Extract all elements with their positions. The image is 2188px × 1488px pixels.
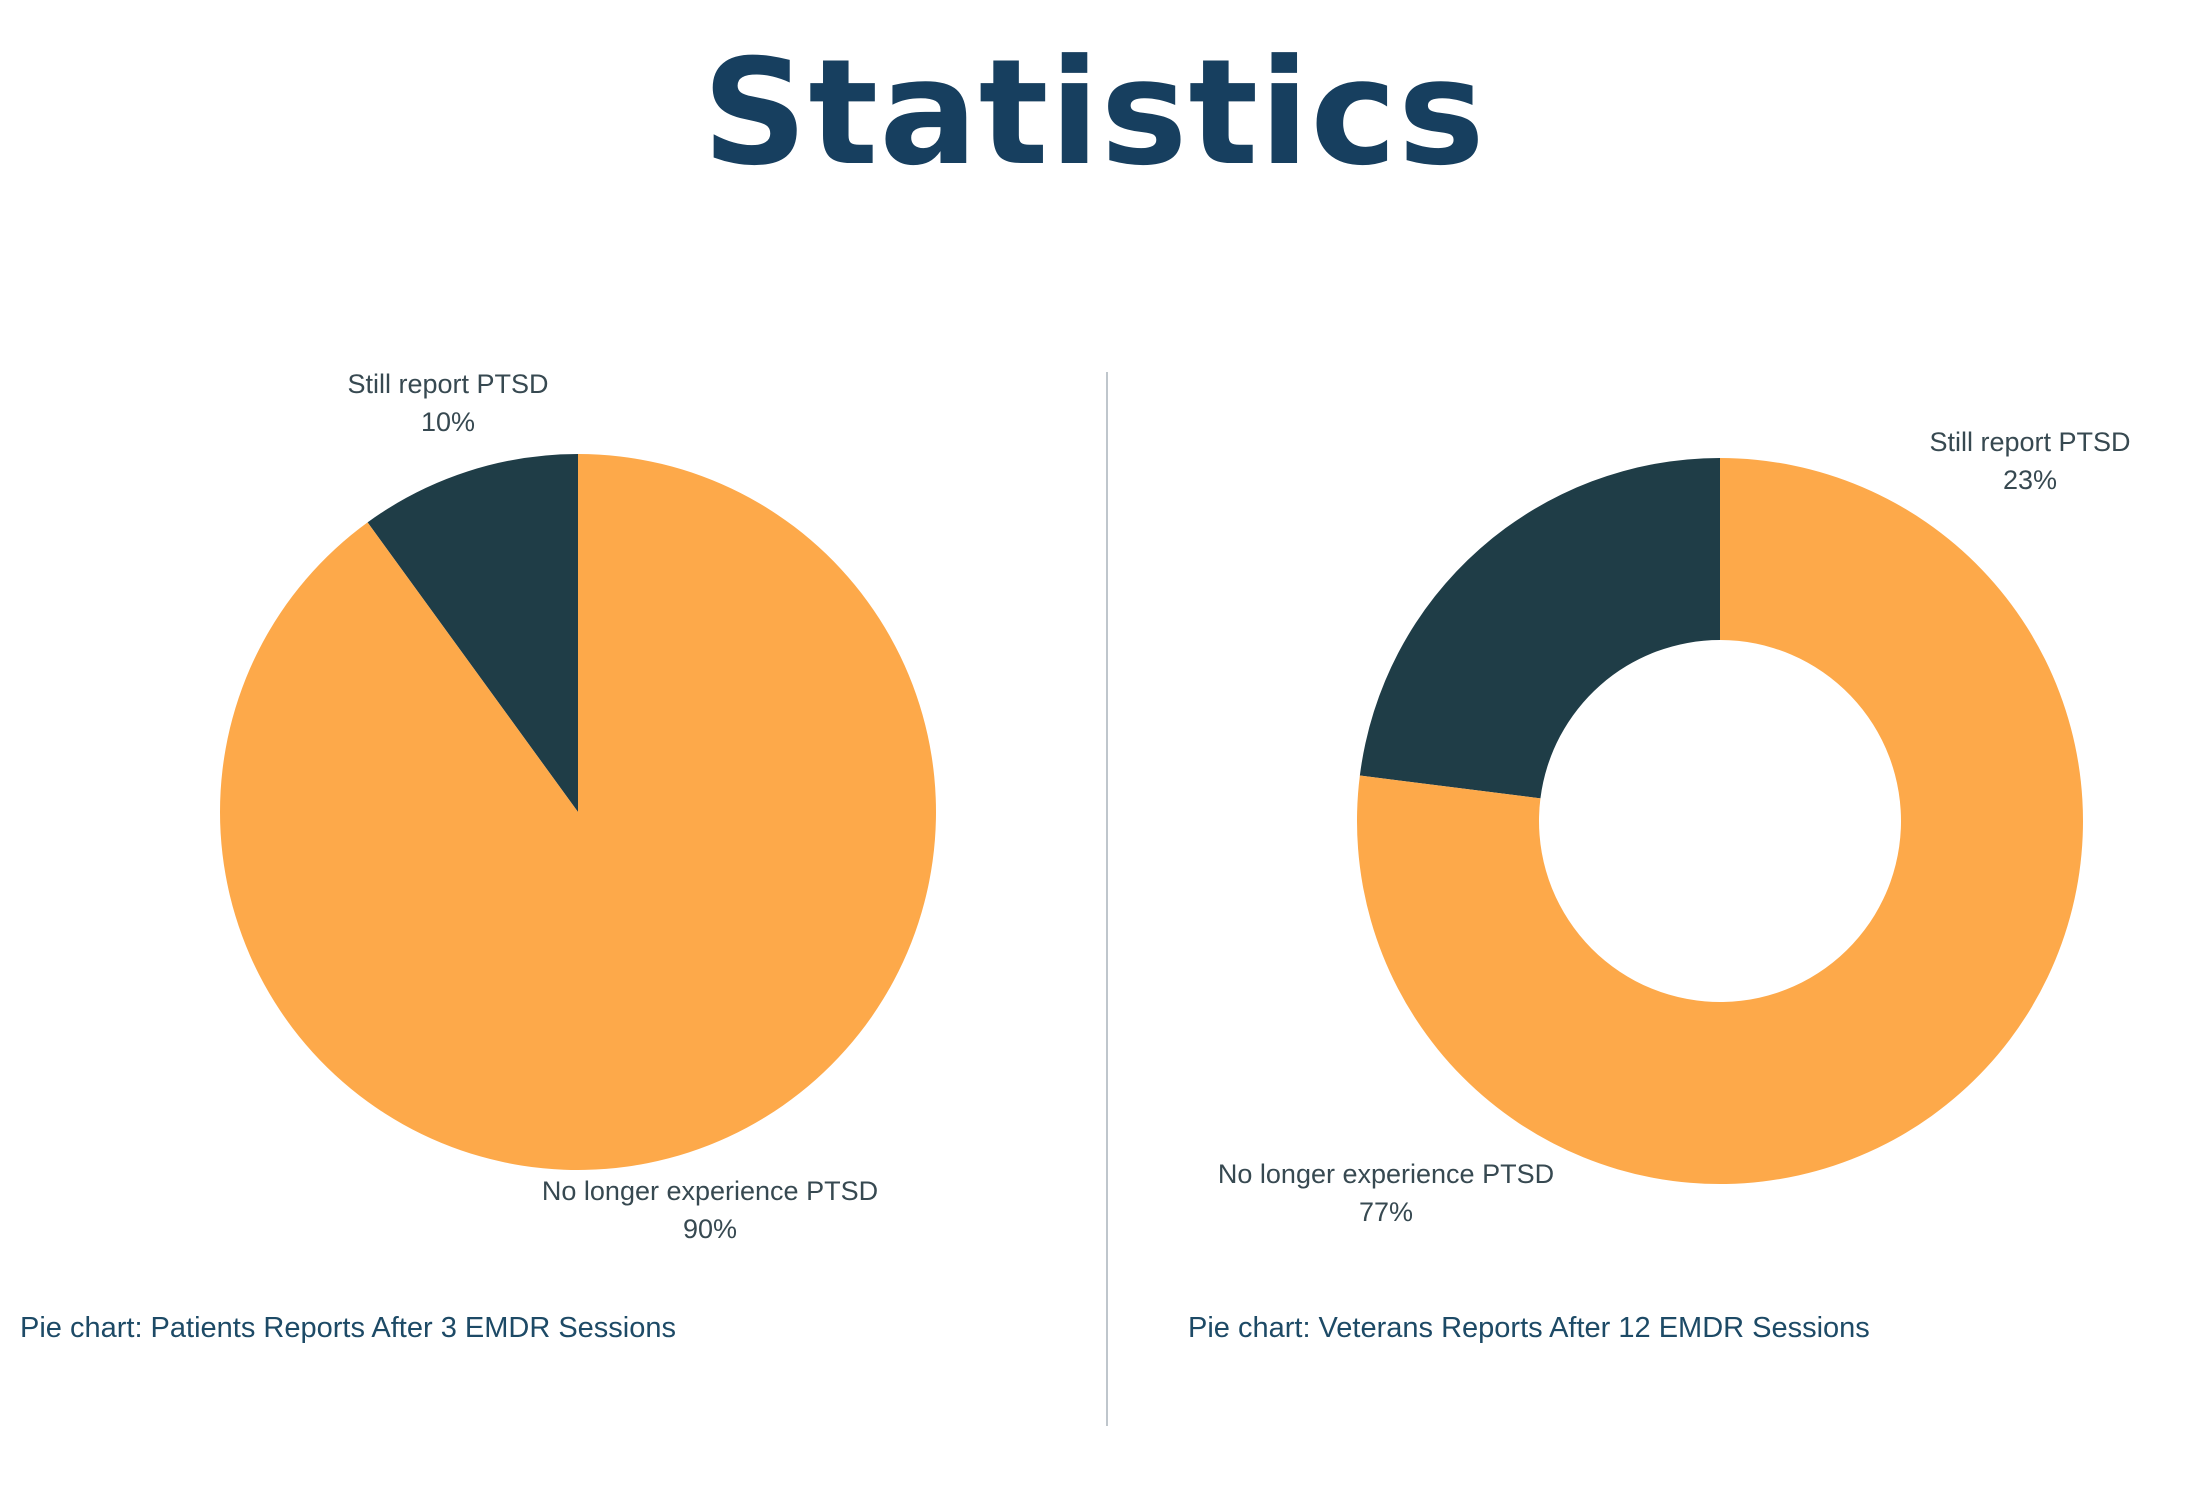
chart-caption-patients: Pie chart: Patients Reports After 3 EMDR… bbox=[20, 1312, 676, 1344]
slice-label-value-1-1: 77% bbox=[1359, 1197, 1413, 1227]
slice-still-report-ptsd-1 bbox=[1359, 458, 1720, 799]
chart-caption-veterans: Pie chart: Veterans Reports After 12 EMD… bbox=[1188, 1312, 1870, 1344]
slice-label-value-1-0: 23% bbox=[2003, 465, 2057, 495]
slice-label-name-0-0: Still report PTSD bbox=[347, 369, 548, 399]
slice-label-value-0-0: 10% bbox=[421, 407, 475, 437]
slice-no-longer-experience-ptsd-1 bbox=[1356, 458, 2083, 1185]
donut-chart-veterans: Still report PTSD 23% No longer experience… bbox=[1218, 427, 2131, 1227]
slice-label-value-0-1: 90% bbox=[683, 1214, 737, 1244]
slice-label-name-1-1: No longer experience PTSD bbox=[1218, 1159, 1554, 1189]
pie-chart-patients: Still report PTSD 10% No longer experience… bbox=[219, 369, 936, 1244]
slice-label-name-0-1: No longer experience PTSD bbox=[542, 1176, 878, 1206]
slice-no-longer-experience-ptsd-0 bbox=[219, 454, 936, 1170]
slice-label-name-1-0: Still report PTSD bbox=[1929, 427, 2130, 457]
slice-still-report-ptsd-0 bbox=[367, 454, 578, 812]
page-title: Statistics bbox=[702, 28, 1486, 198]
chart-divider bbox=[1106, 372, 1108, 1426]
